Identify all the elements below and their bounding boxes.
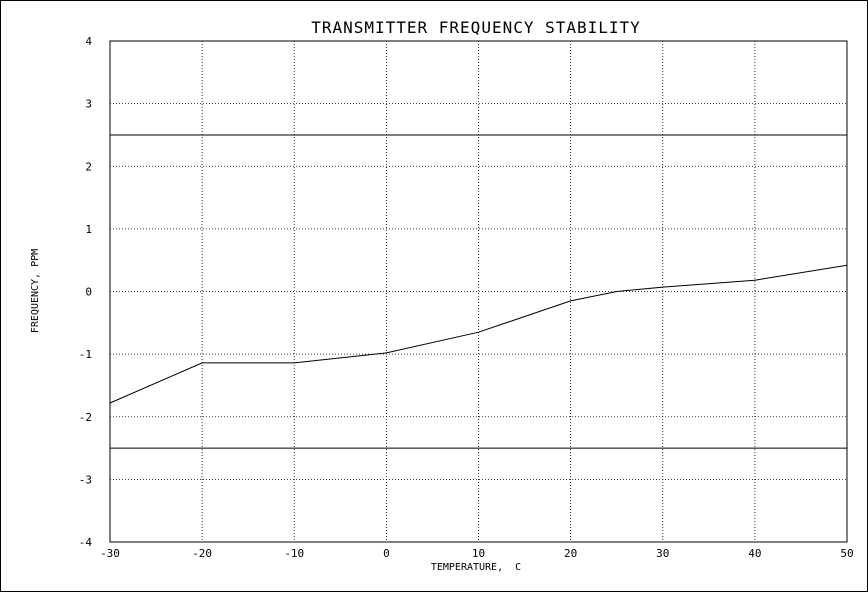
x-tick-label: 30 bbox=[656, 547, 669, 560]
y-tick-label: 0 bbox=[85, 286, 92, 299]
grid bbox=[109, 40, 848, 543]
y-tick-label: 4 bbox=[85, 35, 92, 48]
limit-lines bbox=[110, 134, 847, 449]
y-tick-label: 3 bbox=[85, 98, 92, 111]
x-tick-label: 20 bbox=[564, 547, 577, 560]
y-tick-label: -1 bbox=[79, 348, 92, 361]
y-tick-label: 1 bbox=[85, 223, 92, 236]
y-axis-label: FREQUENCY, PPM bbox=[30, 249, 41, 333]
y-tick-label: -2 bbox=[79, 411, 92, 424]
series-line bbox=[109, 264, 848, 404]
x-axis-label: TEMPERATURE, C bbox=[431, 562, 521, 573]
series-group bbox=[109, 264, 848, 404]
x-tick-label: 50 bbox=[840, 547, 853, 560]
y-tick-label: 2 bbox=[85, 160, 92, 173]
y-tick-label: -3 bbox=[79, 473, 92, 486]
x-tick-label: -30 bbox=[100, 547, 120, 560]
y-tick-label: -4 bbox=[79, 536, 93, 549]
x-tick-labels: -30 -20 -10 0 10 20 30 40 50 bbox=[100, 547, 854, 560]
x-tick-label: 0 bbox=[383, 547, 390, 560]
x-tick-label: -10 bbox=[284, 547, 304, 560]
x-tick-label: 10 bbox=[472, 547, 485, 560]
chart-title: TRANSMITTER FREQUENCY STABILITY bbox=[311, 18, 641, 37]
x-tick-label: -20 bbox=[192, 547, 212, 560]
x-tick-label: 40 bbox=[748, 547, 761, 560]
plot-area-border bbox=[109, 40, 848, 543]
y-tick-labels: -4 -3 -2 -1 0 1 2 3 4 bbox=[79, 35, 93, 549]
